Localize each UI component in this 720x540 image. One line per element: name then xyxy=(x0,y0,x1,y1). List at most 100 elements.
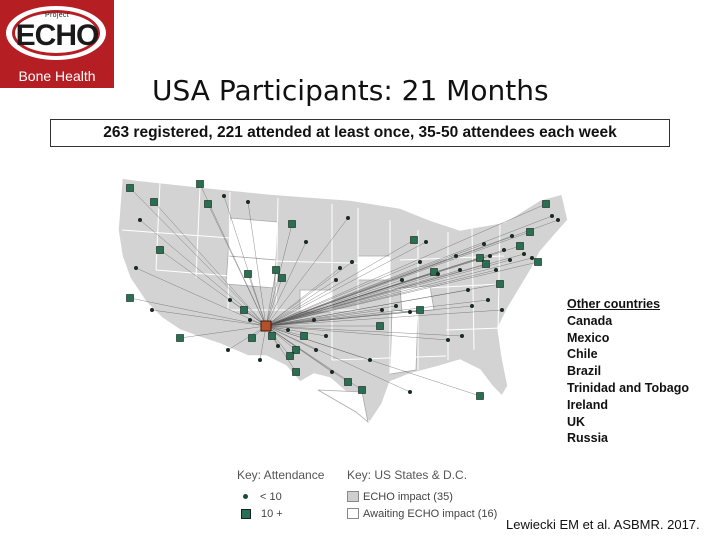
small-site-marker xyxy=(368,358,372,362)
connection-line xyxy=(265,241,307,327)
connection-line xyxy=(223,195,267,327)
small-site-marker xyxy=(312,318,316,322)
country-item: Ireland xyxy=(567,397,608,412)
large-site-marker xyxy=(126,184,134,192)
states-key-impact-row: ECHO impact (35) xyxy=(347,488,497,505)
connection-line xyxy=(265,325,305,337)
connection-line xyxy=(247,201,267,327)
states-key-awaiting-row: Awaiting ECHO impact (16) xyxy=(347,505,497,522)
attendance-key-title: Key: Attendance xyxy=(237,468,325,482)
large-site-marker xyxy=(344,378,352,386)
states-key: Key: US States & D.C. ECHO impact (35) A… xyxy=(347,468,497,522)
large-site-marker xyxy=(126,294,134,302)
connection-line xyxy=(265,269,277,327)
small-site-marker xyxy=(522,252,526,256)
country-item: Russia xyxy=(567,431,608,446)
large-site-marker xyxy=(196,180,204,188)
logo-project-text: Project xyxy=(45,12,69,19)
small-site-marker xyxy=(330,370,334,374)
connection-line xyxy=(129,187,267,327)
small-site-marker xyxy=(418,260,422,264)
connection-line xyxy=(265,305,397,327)
impact-label: ECHO impact (35) xyxy=(363,490,453,503)
connection-line xyxy=(153,201,267,327)
large-site-marker xyxy=(430,268,438,276)
small-site-marker xyxy=(482,242,486,246)
connection-line xyxy=(265,253,525,327)
state-border xyxy=(497,223,501,331)
connection-line xyxy=(265,239,415,327)
large-site-marker xyxy=(416,306,424,314)
small-site-marker xyxy=(276,344,280,348)
state-border xyxy=(155,181,161,271)
page-title: USA Participants: 21 Months xyxy=(152,74,549,107)
small-site-marker xyxy=(446,338,450,342)
large-site-marker xyxy=(288,220,296,228)
small-site-marker xyxy=(248,318,252,322)
state-border xyxy=(121,229,231,239)
small-site-marker xyxy=(258,358,262,362)
other-countries-heading: Other countries xyxy=(567,297,661,311)
connection-line xyxy=(151,309,267,327)
large-site-marker xyxy=(376,322,384,330)
states-key-title: Key: US States & D.C. xyxy=(347,468,468,482)
state-border xyxy=(275,197,279,311)
small-site-marker xyxy=(466,288,470,292)
awaiting-state-shape xyxy=(317,389,369,424)
connection-line xyxy=(265,309,503,327)
small-site-marker xyxy=(314,348,318,352)
small-dot-icon xyxy=(243,494,248,499)
small-site-marker xyxy=(394,304,398,308)
small-site-marker xyxy=(500,308,504,312)
state-border xyxy=(227,191,231,311)
large-site-marker xyxy=(248,334,256,342)
state-border xyxy=(155,269,231,277)
small-site-marker xyxy=(550,214,554,218)
connection-line xyxy=(265,309,421,327)
large-site-marker xyxy=(526,228,534,236)
small-site-marker xyxy=(304,240,308,244)
small-site-marker xyxy=(324,334,328,338)
country-item: Mexico xyxy=(567,330,610,345)
large-site-marker xyxy=(542,200,550,208)
small-site-marker xyxy=(458,268,462,272)
connection-line xyxy=(265,261,353,327)
large-site-marker xyxy=(300,332,308,340)
state-border xyxy=(389,283,501,291)
large-site-marker xyxy=(292,368,300,376)
connection-line xyxy=(227,325,267,351)
large-site-marker xyxy=(278,274,286,282)
large-site-marker xyxy=(204,200,212,208)
large-site-marker xyxy=(358,386,366,394)
connection-line xyxy=(265,279,337,327)
large-site-marker xyxy=(410,236,418,244)
small-site-marker xyxy=(228,298,232,302)
echo-hub xyxy=(260,320,272,332)
awaiting-state-shape xyxy=(227,217,279,261)
state-border xyxy=(331,355,447,361)
awaiting-state-shape xyxy=(389,309,419,375)
connection-line xyxy=(265,267,341,327)
connection-line xyxy=(265,273,439,327)
summary-banner: 263 registered, 221 attended at least on… xyxy=(50,119,670,147)
other-countries-list: Other countries Canada Mexico Chile Braz… xyxy=(567,296,689,447)
small-site-marker xyxy=(460,334,464,338)
country-item: Trinidad and Tobago xyxy=(567,380,689,395)
echo-logo: Project ECHO Bone Health xyxy=(0,0,114,88)
attendance-small-label: < 10 xyxy=(260,490,282,503)
attendance-key: Key: Attendance < 10 10 + xyxy=(237,468,324,522)
small-site-marker xyxy=(510,234,514,238)
small-site-marker xyxy=(222,194,226,198)
country-item: Chile xyxy=(567,347,598,362)
small-site-marker xyxy=(408,390,412,394)
connection-line xyxy=(265,219,559,327)
small-site-marker xyxy=(470,304,474,308)
large-site-marker xyxy=(286,352,294,360)
logo-ring xyxy=(12,10,100,56)
small-site-marker xyxy=(486,298,490,302)
usa-participants-map xyxy=(117,177,569,424)
large-site-marker xyxy=(150,198,158,206)
connection-line xyxy=(265,309,383,327)
small-site-marker xyxy=(150,308,154,312)
logo-brand-text: ECHO xyxy=(15,19,100,52)
